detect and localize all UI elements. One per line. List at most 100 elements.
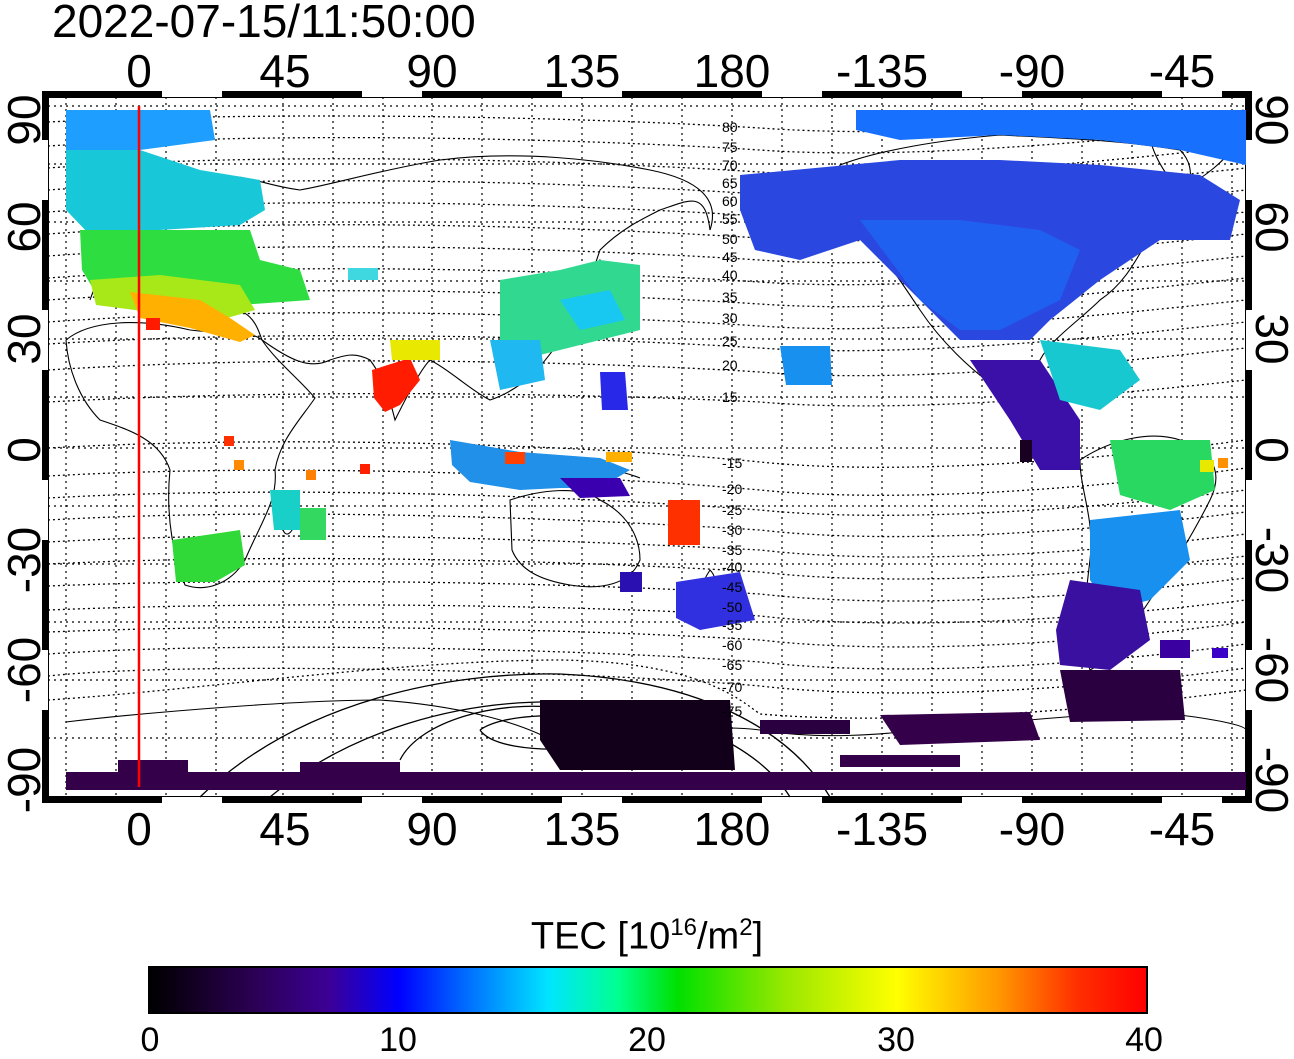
colorbar-gradient [148,966,1148,1014]
colorbar-tick-20: 20 [628,1021,666,1059]
x-tick-bottom-4: 180 [693,803,771,855]
tec-patch-africa-se [300,508,326,540]
tec-patch-south-africa [172,530,245,582]
contour-label-80: 80 [722,119,738,135]
contour-label-m25: -25 [722,502,743,518]
contour-label-m45: -45 [722,579,743,595]
contour-label-m20: -20 [722,481,743,497]
map-border-bars [42,91,1252,803]
x-tick-top-5: -135 [835,45,929,97]
colorbar-title-exponent: 16 [670,914,697,941]
x-tick-bottom-2: 90 [406,803,458,855]
x-tick-bottom-6: -90 [998,803,1066,855]
y-tick-left-3: 0 [0,437,50,463]
contour-label-20: 20 [722,357,738,373]
x-tick-bottom-7: -45 [1148,803,1216,855]
colorbar-title-text: TEC [10 [530,915,671,958]
y-tick-left-2: 30 [0,313,50,365]
contour-label-m30: -30 [722,522,743,538]
tec-patch-europe-high [66,150,265,235]
contour-label-25: 25 [722,333,738,349]
x-tick-top-2: 90 [406,45,458,97]
y-tick-right-3: 0 [1246,437,1294,463]
tec-patch-asia-1 [348,268,378,280]
y-tick-right-6: -90 [1246,746,1294,814]
colorbar-title-close: ] [752,915,764,958]
contour-label-45: 45 [722,249,738,265]
tec-patch-sa-yellow [1200,460,1214,472]
tec-patch-sa-tip [1160,640,1190,658]
x-tick-top-4: 180 [693,45,771,97]
colorbar-title: TEC [1016/m2] [0,906,1294,959]
y-tick-left-0: 90 [0,94,50,146]
contour-label-65: 65 [722,175,738,191]
contour-label-m75: -75 [722,703,743,719]
contour-label-m60: -60 [722,637,743,653]
colorbar-tick-0: 0 [140,1021,160,1059]
colorbar-tick-30: 30 [877,1021,915,1059]
tec-patch-pacific-islands [668,500,700,545]
y-tick-left-5: -60 [0,636,50,704]
contour-label-m70: -70 [722,679,743,695]
tec-patch-antarctic-west [760,720,850,734]
colorbar-title-unit-exponent: 2 [739,914,753,941]
tec-patch-new-zealand [676,572,755,630]
x-tick-top-6: -90 [998,45,1066,97]
tec-patch-europe-north [66,110,215,150]
x-tick-bottom-3: 135 [543,803,621,855]
contour-label-m50: -50 [722,599,743,615]
tec-patch-australia-purple [560,478,630,498]
x-tick-top-3: 135 [543,45,621,97]
x-tick-bottom-5: -135 [835,803,929,855]
tec-patch-indonesia [450,440,630,490]
contour-label-m55: -55 [722,617,743,633]
contour-label-m65: -65 [722,657,743,673]
tec-patch-antarctic-ross [300,762,400,772]
tec-patch-africa-4 [360,464,370,474]
tec-patch-china-south [490,340,545,390]
x-tick-top-1: 45 [259,45,311,97]
contour-label-15: 15 [722,389,738,405]
tec-patch-south-america-south [1056,580,1150,670]
contour-label-m35: -35 [722,542,743,558]
contour-label-30: 30 [722,310,738,326]
tec-patch-indonesia-orange [606,452,632,462]
tec-patch-sa-tip2 [1212,648,1228,658]
tec-patch-med-red [146,318,160,330]
tec-patch-africa-3 [306,470,316,480]
tec-patch-africa-east [270,490,300,530]
tec-patch-antarctic-pacific [540,700,735,770]
contour-label-60: 60 [722,193,738,209]
contour-label-70: 70 [722,157,738,173]
tec-patch-caribbean [1040,340,1140,410]
tec-patch-antarctic-low [66,772,1246,790]
x-tick-top-7: -45 [1148,45,1216,97]
y-tick-left-6: -90 [0,746,50,814]
contour-label-75: 75 [722,139,738,155]
tec-patch-pacific-dark2 [620,572,642,592]
colorbar-title-unit: /m [696,915,740,958]
x-tick-bottom-1: 45 [259,803,311,855]
contour-label-50: 50 [722,231,738,247]
contour-label-35: 35 [722,289,738,305]
y-tick-left-1: 60 [0,201,50,253]
y-tick-right-5: -60 [1246,636,1294,704]
tec-patch-japan [560,290,625,330]
tec-patch-africa-2 [234,460,244,470]
tec-patch-south-america-north [1110,440,1215,510]
y-tick-right-4: -30 [1246,526,1294,594]
tec-patch-sa-orange [1218,458,1228,468]
tec-patch-central-america [970,360,1080,470]
tec-patch-antarctic-left [118,760,188,772]
y-tick-right-0: 90 [1246,94,1294,146]
x-tick-bottom-0: 0 [126,803,152,855]
contour-label-m15: -15 [722,455,743,471]
tec-patch-mediterranean [130,292,255,342]
colorbar-tick-10: 10 [379,1021,417,1059]
tec-data-patches [66,110,1246,790]
tec-patch-india [372,358,420,412]
tec-patch-arctic [856,110,1246,165]
timestamp-label: 2022-07-15/11:50:00 [52,0,476,47]
tec-patch-north-america-inner [860,220,1080,330]
